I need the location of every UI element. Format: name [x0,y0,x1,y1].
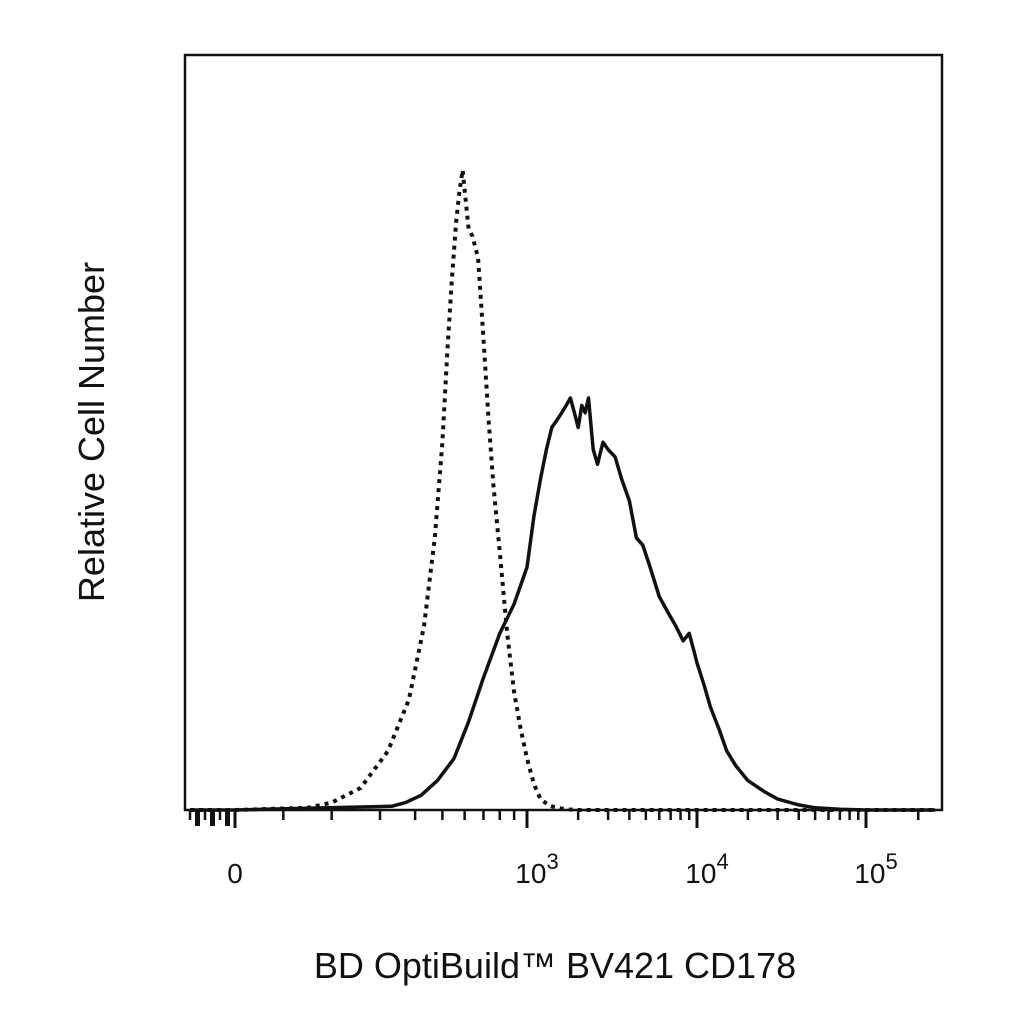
x-tick-label: 104 [685,849,728,889]
x-tick-label: 103 [515,849,558,889]
control-histogram-line [190,168,935,812]
plot-frame [183,53,944,812]
x-axis-tick-labels: 0 103 104 105 [227,849,897,889]
x-tick-label: 0 [227,858,243,889]
x-axis-label: BD OptiBuild™ BV421 CD178 [313,945,797,986]
series-group [190,168,935,812]
x-tick-label: 105 [854,849,897,889]
x-axis-ticks [188,810,920,828]
stained-histogram-line [190,396,935,812]
y-axis-label: Relative Cell Number [71,261,112,603]
